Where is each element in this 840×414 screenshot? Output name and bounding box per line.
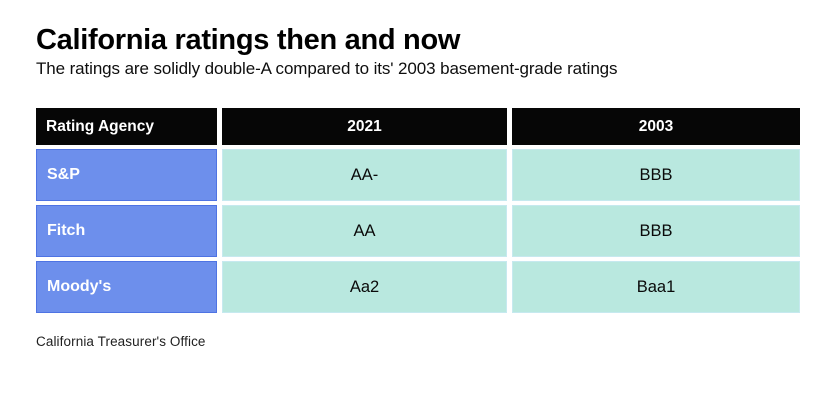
cell-sp-2003: BBB: [512, 149, 800, 201]
column-header-rating-agency: Rating Agency: [36, 108, 217, 145]
cell-moodys-2021: Aa2: [222, 261, 507, 313]
column-header-2003: 2003: [512, 108, 800, 145]
row-label-sp: S&P: [36, 149, 217, 201]
cell-moodys-2003: Baa1: [512, 261, 800, 313]
cell-fitch-2003: BBB: [512, 205, 800, 257]
column-header-2021: 2021: [222, 108, 507, 145]
row-label-fitch: Fitch: [36, 205, 217, 257]
source-note: California Treasurer's Office: [36, 334, 206, 349]
cell-fitch-2021: AA: [222, 205, 507, 257]
page-title: California ratings then and now: [36, 24, 461, 56]
subtitle: The ratings are solidly double-A compare…: [36, 59, 618, 78]
cell-sp-2021: AA-: [222, 149, 507, 201]
row-label-moodys: Moody's: [36, 261, 217, 313]
ratings-table: Rating Agency 2021 2003 S&P AA- BBB Fitc…: [36, 108, 800, 313]
